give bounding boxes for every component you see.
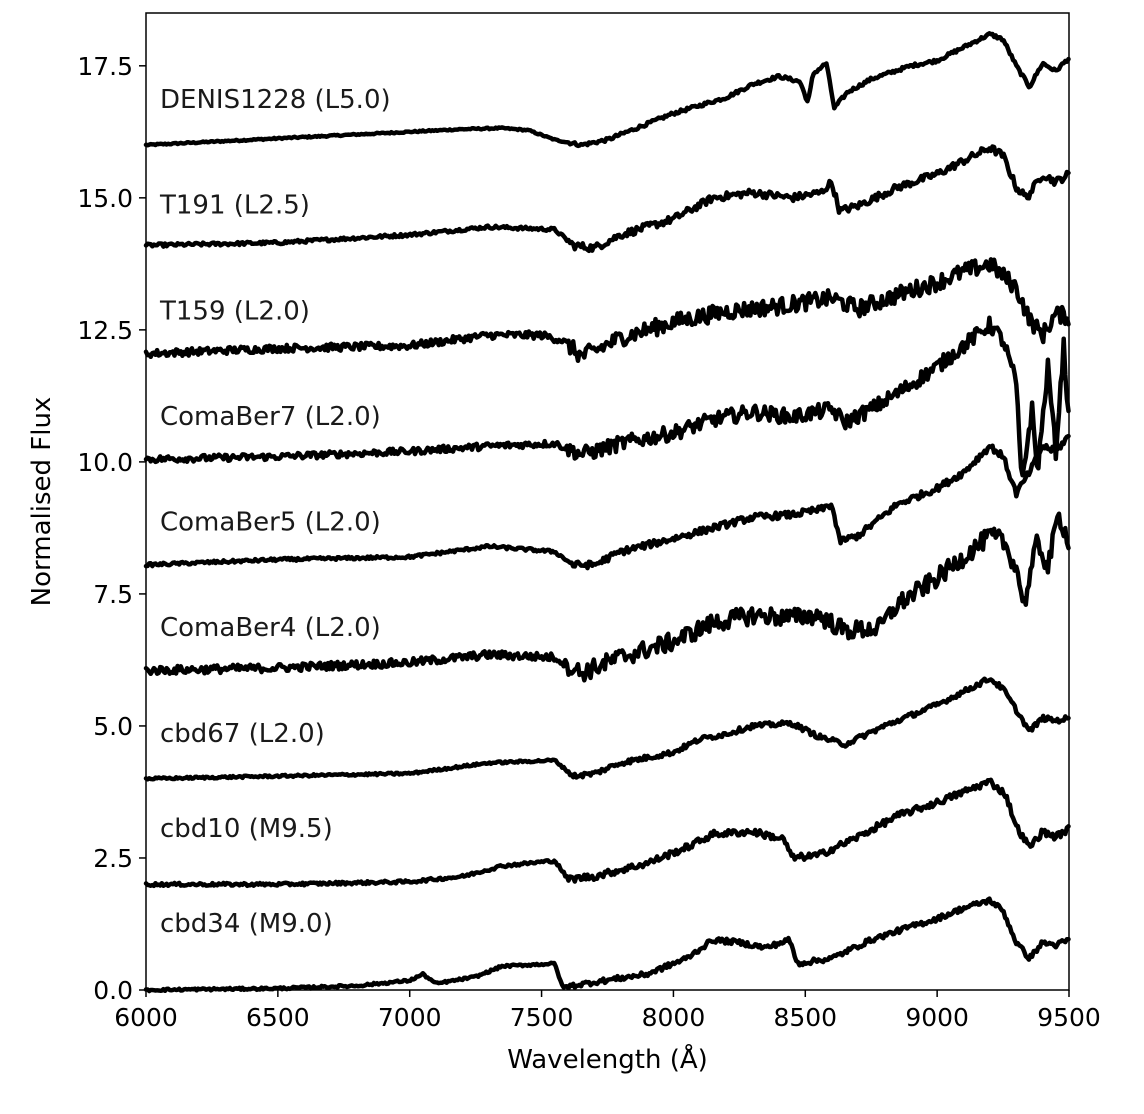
y-tick-label-0: 0.0 (93, 976, 133, 1005)
y-tick-label-4: 10.0 (77, 448, 133, 477)
x-axis-title: Wavelength (Å) (507, 1043, 708, 1075)
series-label-8: cbd34 (M9.0) (160, 909, 333, 939)
series-label-3: ComaBer7 (L2.0) (160, 402, 381, 432)
x-tick-label-4: 8000 (642, 1003, 706, 1032)
y-tick-label-2: 5.0 (93, 712, 133, 741)
y-tick-label-6: 15.0 (77, 184, 133, 213)
series-label-layer: DENIS1228 (L5.0) T191 (L2.5) T159 (L2.0) Co… (159, 85, 391, 939)
series-label-0: DENIS1228 (L5.0) (160, 85, 391, 115)
y-tick-label-3: 7.5 (93, 580, 133, 609)
spectrum-line-0 (143, 31, 1071, 149)
spectrum-line-7 (143, 777, 1071, 889)
y-tick-label-7: 17.5 (77, 52, 133, 81)
series-layer (143, 31, 1071, 994)
spectrum-line-3 (143, 315, 1071, 478)
x-tick-label-7: 9500 (1037, 1003, 1101, 1032)
x-tick-label-6: 9000 (905, 1003, 969, 1032)
series-label-6: cbd67 (L2.0) (160, 719, 325, 749)
series-label-4: ComaBer5 (L2.0) (160, 508, 381, 538)
series-label-1: T191 (L2.5) (159, 191, 310, 221)
spectrum-line-5 (143, 511, 1071, 683)
y-axis-ticks: 0.0 2.5 5.0 7.5 10.0 12.5 15.0 17.5 (77, 52, 146, 1005)
y-axis-title: Normalised Flux (27, 397, 57, 607)
y-tick-label-5: 12.5 (77, 316, 133, 345)
x-tick-label-0: 6000 (114, 1003, 178, 1032)
spectrum-line-1 (143, 144, 1071, 254)
series-label-7: cbd10 (M9.5) (160, 814, 333, 844)
y-tick-label-1: 2.5 (93, 844, 133, 873)
spectrum-line-8 (143, 896, 1071, 994)
x-tick-label-3: 7500 (510, 1003, 574, 1032)
x-tick-label-1: 6500 (246, 1003, 310, 1032)
spectrum-line-6 (143, 676, 1071, 782)
spectrum-line-4 (143, 433, 1071, 571)
x-tick-label-5: 8500 (773, 1003, 837, 1032)
series-label-5: ComaBer4 (L2.0) (160, 613, 381, 643)
series-label-2: T159 (L2.0) (159, 296, 310, 326)
plot-frame (145, 12, 1070, 991)
x-tick-label-2: 7000 (378, 1003, 442, 1032)
x-axis-ticks: 6000 6500 7000 7500 8000 8500 9000 9500 (114, 990, 1101, 1032)
spectrum-line-2 (143, 257, 1071, 364)
